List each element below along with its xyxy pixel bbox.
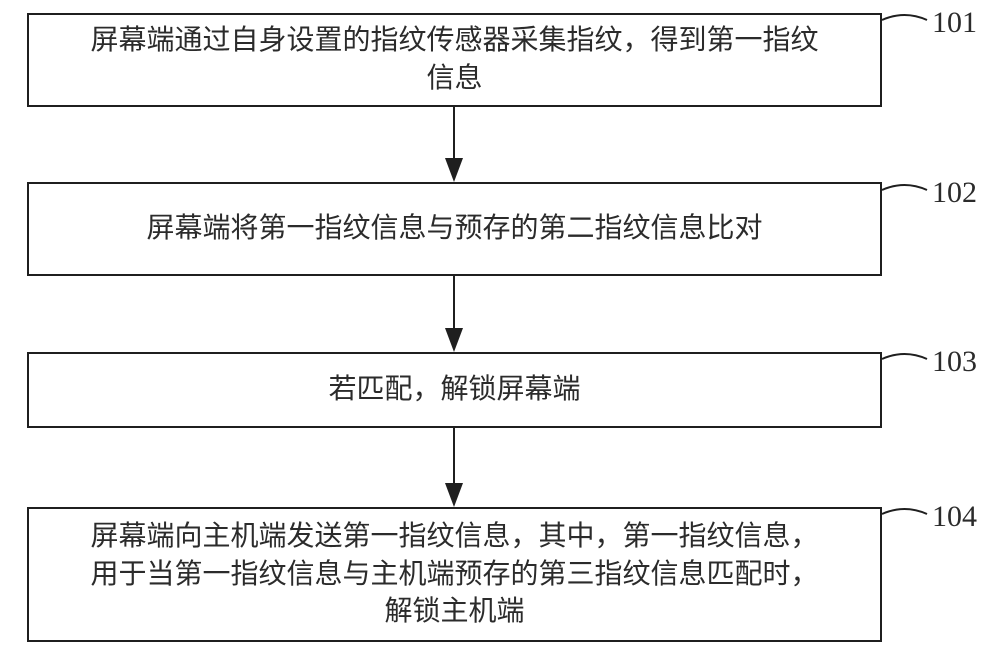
flow-step-label-103: 103: [932, 345, 977, 379]
flow-arrow: [439, 428, 469, 507]
label-leader: [876, 498, 933, 520]
flow-arrow: [439, 107, 469, 182]
flow-step-101: 屏幕端通过自身设置的指纹传感器采集指纹，得到第一指纹 信息: [27, 13, 882, 107]
flow-step-102: 屏幕端将第一指纹信息与预存的第二指纹信息比对: [27, 182, 882, 276]
flow-step-104: 屏幕端向主机端发送第一指纹信息，其中，第一指纹信息， 用于当第一指纹信息与主机端…: [27, 507, 882, 642]
label-leader: [876, 4, 933, 26]
flow-arrow: [439, 276, 469, 352]
label-leader: [876, 174, 933, 196]
flow-step-label-102: 102: [932, 176, 977, 210]
label-leader: [876, 343, 933, 365]
flow-step-label-104: 104: [932, 500, 977, 534]
flowchart-canvas: 屏幕端通过自身设置的指纹传感器采集指纹，得到第一指纹 信息 101 屏幕端将第一指纹…: [0, 0, 1000, 663]
flow-step-103: 若匹配，解锁屏幕端: [27, 352, 882, 428]
flow-step-label-101: 101: [932, 6, 977, 40]
